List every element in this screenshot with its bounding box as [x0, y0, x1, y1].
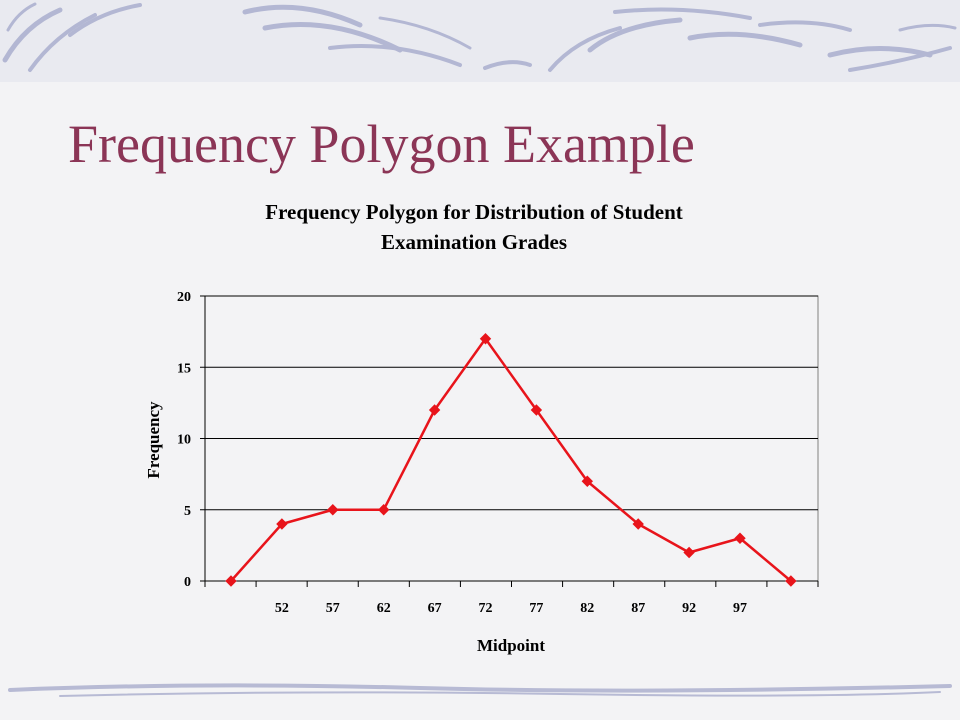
x-tick-label: 52: [275, 601, 289, 616]
plot-area: [204, 295, 819, 582]
y-tick-label: 20: [177, 290, 191, 305]
series-layer: [225, 333, 797, 587]
x-axis-title: Midpoint: [477, 636, 545, 655]
x-tick-label: 82: [580, 601, 594, 616]
x-tick-label: 77: [529, 601, 543, 616]
x-tick-label: 87: [631, 601, 645, 616]
data-point-marker: [428, 404, 441, 416]
data-point-marker: [683, 546, 695, 559]
x-tick-label: 57: [326, 601, 340, 616]
chart-title-line-1: Frequency Polygon for Distribution of St…: [265, 200, 683, 224]
chart-title-line-2: Examination Grades: [381, 230, 567, 254]
x-axis-ticks: 52 57 62 67 72 77 82 87 92 97: [204, 581, 819, 616]
data-point-marker: [225, 575, 237, 587]
x-tick-label: 67: [428, 601, 442, 616]
x-tick-label: 72: [479, 601, 493, 616]
y-axis-ticks: 0 5 10 15 20: [177, 290, 205, 590]
data-point-marker: [276, 518, 288, 530]
y-axis-title: Frequency: [144, 401, 163, 479]
data-point-marker: [327, 504, 339, 516]
data-point-marker: [581, 475, 594, 487]
x-tick-label: 92: [682, 601, 696, 616]
y-tick-label: 10: [177, 433, 191, 448]
data-point-marker: [632, 518, 644, 530]
chart-title: Frequency Polygon for Distribution of St…: [265, 200, 683, 254]
data-point-marker: [479, 333, 492, 345]
data-point-marker: [734, 532, 746, 544]
data-point-marker: [785, 575, 797, 587]
data-point-marker: [530, 404, 543, 416]
data-point-marker: [377, 504, 390, 516]
y-tick-label: 0: [184, 575, 191, 590]
x-tick-label: 62: [377, 601, 391, 616]
y-tick-label: 5: [184, 504, 191, 519]
slide-title: Frequency Polygon Example: [68, 114, 695, 174]
y-tick-label: 15: [177, 361, 191, 376]
series-line: [230, 337, 792, 582]
x-tick-label: 97: [733, 601, 747, 616]
